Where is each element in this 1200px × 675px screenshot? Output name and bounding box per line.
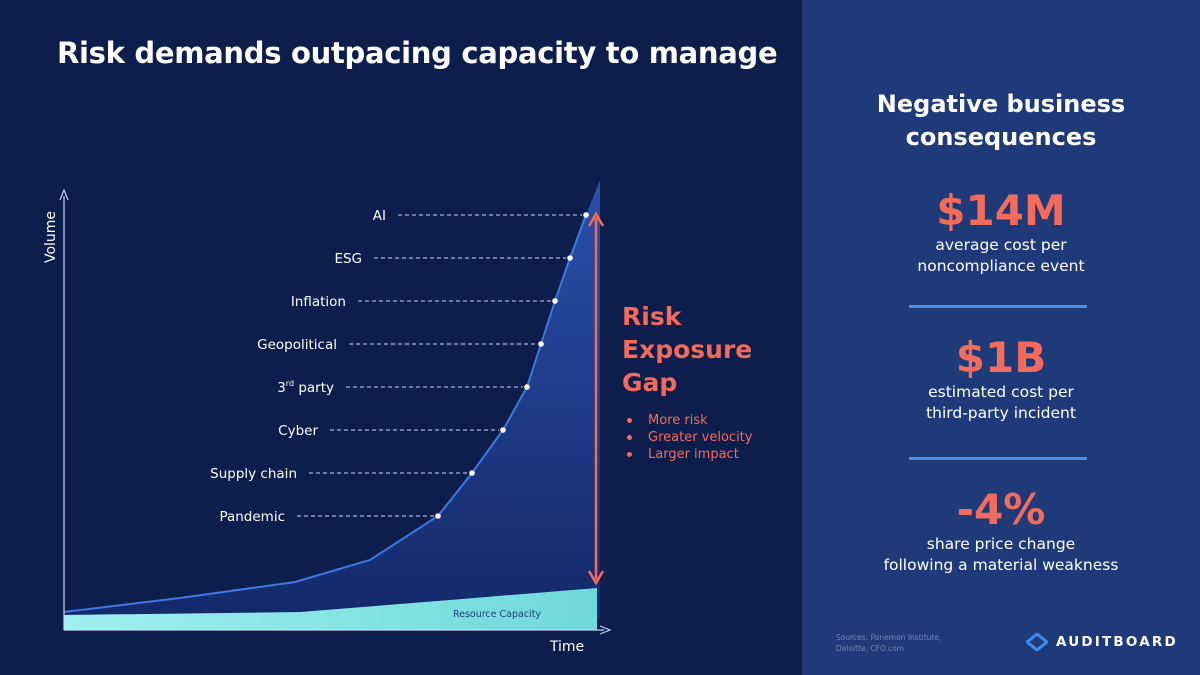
stat-description: estimated cost per third-party incident — [802, 382, 1200, 424]
stat-desc-line: estimated cost per — [928, 383, 1074, 401]
risk-point-label: Inflation — [291, 294, 346, 310]
risk-volume-area — [64, 180, 600, 618]
stat-desc-line: following a material weakness — [883, 556, 1119, 574]
risk-gap-arrow-down-icon — [587, 570, 605, 586]
risk-point — [538, 341, 544, 347]
risk-volume-chart: Volume Time Pandemic Supply chain Cyber 3rd p… — [43, 180, 612, 655]
slide-title: Risk demands outpacing capacity to manag… — [57, 36, 778, 70]
x-axis-arrow-icon — [599, 625, 612, 635]
gap-title-line: Gap — [622, 368, 678, 397]
stat-value: -4% — [956, 485, 1046, 534]
gap-bullet-list: More risk Greater velocity Larger impact — [627, 412, 752, 463]
x-axis-label: Time — [549, 639, 584, 655]
risk-point-label: Pandemic — [219, 509, 285, 525]
panel-title: Negative business consequences — [802, 88, 1200, 154]
logo-text: AUDITBOARD — [1056, 634, 1178, 650]
resource-capacity-band — [64, 588, 597, 630]
risk-point-label: Supply chain — [210, 466, 297, 482]
risk-point — [524, 384, 530, 390]
gap-bullet: Greater velocity — [627, 429, 752, 446]
consequences-panel: Negative business consequences $14M aver… — [802, 0, 1200, 675]
gap-title-line: Exposure — [622, 335, 753, 364]
gap-bullet: Larger impact — [627, 446, 752, 463]
stat-description: average cost per noncompliance event — [802, 235, 1200, 277]
sources-line: Sources: Ponemon Institute, — [836, 633, 942, 642]
risk-point — [435, 513, 441, 519]
risk-point — [469, 470, 475, 476]
stat-block: -4% share price change following a mater… — [802, 486, 1200, 576]
stat-block: $1B estimated cost per third-party incid… — [802, 334, 1200, 424]
risk-point-label: 3rd party — [277, 379, 334, 396]
risk-point-label: ESG — [334, 251, 362, 267]
risk-gap-arrow-up-icon — [587, 211, 605, 227]
stat-block: $14M average cost per noncompliance even… — [802, 187, 1200, 277]
y-axis-label: Volume — [43, 211, 59, 263]
stat-desc-line: share price change — [926, 535, 1076, 553]
auditboard-logo: AUDITBOARD — [1026, 630, 1178, 654]
gap-title-line: Risk — [622, 302, 682, 331]
auditboard-logo-icon — [1026, 633, 1048, 651]
divider — [909, 457, 1087, 460]
risk-point-label: Cyber — [278, 423, 318, 439]
risk-volume-curve — [63, 214, 587, 613]
stat-desc-line: third-party incident — [926, 404, 1076, 422]
risk-exposure-gap-title: Risk Exposure Gap — [622, 300, 792, 399]
y-axis-arrow-icon — [59, 188, 69, 201]
stat-value: $1B — [955, 333, 1047, 382]
risk-point — [500, 427, 506, 433]
risk-point — [552, 298, 558, 304]
risk-point-label: AI — [373, 208, 386, 224]
panel-title-line: consequences — [905, 123, 1097, 151]
divider — [909, 305, 1087, 308]
risk-point-label: Geopolitical — [257, 337, 337, 353]
sources-note: Sources: Ponemon Institute, Deloitte, CF… — [836, 632, 941, 654]
stat-desc-line: average cost per — [935, 236, 1067, 254]
gap-bullet: More risk — [627, 412, 752, 429]
resource-capacity-label: Resource Capacity — [453, 609, 541, 620]
panel-title-line: Negative business — [876, 90, 1126, 118]
stat-description: share price change following a material … — [802, 534, 1200, 576]
risk-point — [583, 212, 589, 218]
sources-line: Deloitte, CFO.com — [836, 644, 904, 653]
risk-point — [567, 255, 573, 261]
slide-left-area: Risk demands outpacing capacity to manag… — [43, 36, 792, 655]
stat-desc-line: noncompliance event — [917, 257, 1085, 275]
stat-value: $14M — [936, 186, 1066, 235]
